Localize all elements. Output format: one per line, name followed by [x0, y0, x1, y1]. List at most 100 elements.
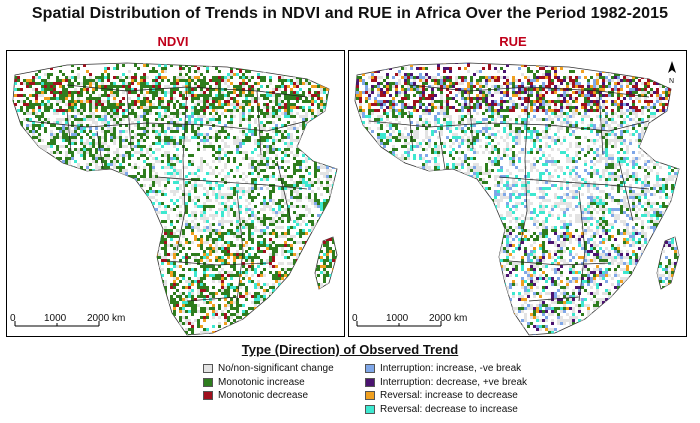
trend-pixel	[263, 76, 266, 79]
trend-pixel	[23, 199, 26, 202]
trend-pixel	[77, 127, 80, 130]
trend-pixel	[308, 295, 311, 298]
trend-pixel	[80, 178, 83, 181]
trend-pixel	[74, 100, 77, 103]
trend-pixel	[254, 181, 257, 184]
trend-pixel	[98, 103, 101, 106]
trend-pixel	[113, 184, 116, 187]
trend-pixel	[185, 301, 188, 304]
trend-pixel	[197, 184, 200, 187]
trend-pixel	[188, 286, 191, 289]
trend-pixel	[161, 202, 164, 205]
trend-pixel	[116, 199, 119, 202]
trend-pixel	[38, 154, 41, 157]
trend-pixel	[164, 280, 167, 283]
trend-pixel	[170, 127, 173, 130]
trend-pixel	[29, 199, 32, 202]
trend-pixel	[317, 106, 320, 109]
trend-pixel	[38, 166, 41, 169]
trend-pixel	[32, 193, 35, 196]
trend-pixel	[92, 103, 95, 106]
trend-pixel	[299, 223, 302, 226]
trend-pixel	[200, 217, 203, 220]
trend-pixel	[170, 142, 173, 145]
trend-pixel	[287, 160, 290, 163]
trend-pixel	[317, 85, 320, 88]
trend-pixel	[212, 79, 215, 82]
trend-pixel	[26, 268, 29, 271]
trend-pixel	[158, 274, 161, 277]
trend-pixel	[221, 217, 224, 220]
trend-pixel	[329, 94, 332, 97]
trend-pixel	[263, 298, 266, 301]
trend-pixel	[290, 253, 293, 256]
trend-pixel	[143, 73, 146, 76]
trend-pixel	[263, 223, 266, 226]
trend-pixel	[128, 187, 131, 190]
trend-pixel	[92, 79, 95, 82]
trend-pixel	[113, 172, 116, 175]
trend-pixel	[221, 94, 224, 97]
trend-pixel	[170, 223, 173, 226]
trend-pixel	[44, 295, 47, 298]
trend-pixel	[140, 247, 143, 250]
trend-pixel	[86, 139, 89, 142]
trend-pixel	[89, 256, 92, 259]
trend-pixel	[65, 241, 68, 244]
trend-pixel	[266, 187, 269, 190]
trend-pixel	[71, 106, 74, 109]
trend-pixel	[164, 250, 167, 253]
trend-pixel	[80, 166, 83, 169]
trend-pixel	[13, 106, 14, 109]
trend-pixel	[80, 211, 83, 214]
trend-pixel	[311, 97, 314, 100]
trend-pixel	[326, 175, 329, 178]
trend-pixel	[164, 139, 167, 142]
trend-pixel	[128, 205, 131, 208]
trend-pixel	[200, 211, 203, 214]
trend-pixel	[230, 118, 233, 121]
trend-pixel	[47, 295, 50, 298]
trend-pixel	[86, 292, 89, 295]
trend-pixel	[281, 220, 284, 223]
trend-pixel	[44, 169, 47, 172]
trend-pixel	[122, 109, 125, 112]
trend-pixel	[137, 283, 140, 286]
trend-pixel	[257, 193, 260, 196]
trend-pixel	[221, 112, 224, 115]
trend-pixel	[56, 76, 59, 79]
trend-pixel	[104, 265, 107, 268]
trend-pixel	[200, 91, 203, 94]
trend-pixel	[44, 88, 47, 91]
trend-pixel	[23, 235, 26, 238]
trend-pixel	[335, 91, 337, 94]
trend-pixel	[185, 148, 188, 151]
trend-pixel	[254, 298, 257, 301]
trend-pixel	[179, 292, 182, 295]
trend-pixel	[197, 304, 200, 307]
trend-pixel	[290, 112, 293, 115]
trend-pixel	[152, 124, 155, 127]
trend-pixel	[209, 187, 212, 190]
trend-pixel	[260, 259, 263, 262]
trend-pixel	[68, 91, 71, 94]
trend-pixel	[248, 130, 251, 133]
trend-pixel	[311, 223, 314, 226]
trend-pixel	[143, 286, 146, 289]
trend-pixel	[125, 136, 128, 139]
trend-pixel	[95, 181, 98, 184]
trend-pixel	[236, 226, 239, 229]
trend-pixel	[20, 229, 23, 232]
trend-pixel	[80, 112, 83, 115]
trend-pixel	[13, 115, 14, 118]
trend-pixel	[113, 181, 116, 184]
trend-pixel	[329, 247, 332, 250]
trend-pixel	[53, 112, 56, 115]
trend-pixel	[206, 268, 209, 271]
trend-pixel	[83, 304, 86, 307]
trend-pixel	[302, 262, 305, 265]
trend-pixel	[311, 274, 314, 277]
trend-pixel	[83, 82, 86, 85]
trend-pixel	[236, 214, 239, 217]
trend-pixel	[296, 232, 299, 235]
